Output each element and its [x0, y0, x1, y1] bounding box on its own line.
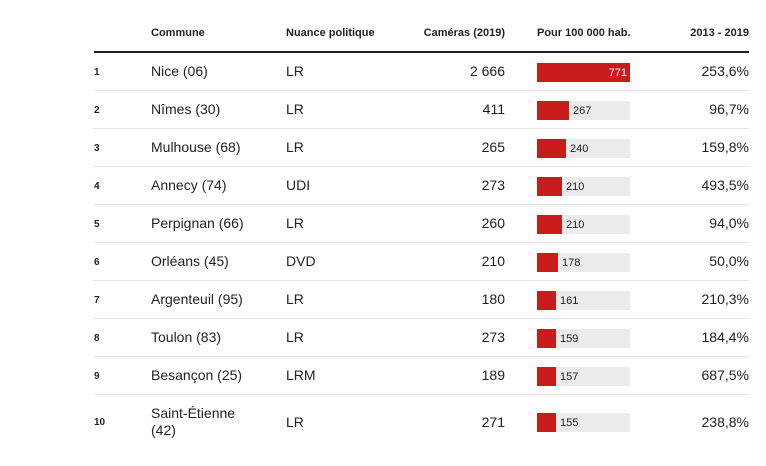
rate-bar-label: 161 — [560, 295, 579, 307]
cameras-cell: 411 — [482, 101, 505, 117]
cameras-cell: 273 — [481, 177, 505, 193]
cameras-cell: 189 — [481, 367, 505, 383]
rate-bar-track: 161 — [537, 291, 630, 310]
rate-bar — [537, 139, 566, 158]
table-row: 10 Saint-Étienne (42) LR 271 155 238,8% — [94, 395, 749, 447]
commune-cell: Saint-Étienne (42) — [151, 405, 236, 438]
commune-cell: Nice (06) — [151, 63, 208, 79]
rate-bar-label: 771 — [608, 67, 627, 79]
rate-bar-label: 178 — [562, 257, 581, 269]
rank-cell: 7 — [94, 295, 100, 306]
rank-cell: 8 — [94, 333, 100, 344]
nuance-cell: UDI — [286, 177, 311, 193]
camera-ranking-table: Commune Nuance politique Caméras (2019) … — [94, 14, 749, 447]
rate-bar — [537, 413, 556, 432]
rate-bar — [537, 291, 556, 310]
evolution-cell: 96,7% — [709, 101, 749, 117]
table-row: 6 Orléans (45) DVD 210 178 50,0% — [94, 243, 749, 281]
rate-bar-track: 771 — [537, 63, 630, 82]
rank-cell: 6 — [94, 257, 100, 268]
rate-bar-label: 210 — [566, 219, 585, 231]
header-evolution[interactable]: 2013 - 2019 — [690, 27, 749, 39]
rank-cell: 5 — [94, 219, 100, 230]
rate-bar-track: 240 — [537, 139, 630, 158]
evolution-cell: 253,6% — [701, 63, 749, 79]
header-nuance[interactable]: Nuance politique — [286, 27, 375, 39]
table-row: 8 Toulon (83) LR 273 159 184,4% — [94, 319, 749, 357]
nuance-cell: LR — [286, 414, 304, 430]
cameras-cell: 271 — [481, 414, 505, 430]
rate-bar — [537, 177, 562, 196]
rate-bar-track: 210 — [537, 177, 630, 196]
table-header: Commune Nuance politique Caméras (2019) … — [94, 14, 749, 53]
nuance-cell: LR — [286, 139, 304, 155]
rate-bar-track: 210 — [537, 215, 630, 234]
rank-cell: 2 — [94, 105, 100, 116]
rate-bar-track: 178 — [537, 253, 630, 272]
rate-bar-label: 210 — [566, 181, 585, 193]
table-row: 7 Argenteuil (95) LR 180 161 210,3% — [94, 281, 749, 319]
cameras-cell: 273 — [481, 329, 505, 345]
rate-bar — [537, 367, 556, 386]
rate-bar-track: 159 — [537, 329, 630, 348]
commune-cell: Argenteuil (95) — [151, 291, 243, 307]
rate-bar — [537, 253, 558, 272]
evolution-cell: 50,0% — [709, 253, 749, 269]
nuance-cell: LR — [286, 329, 304, 345]
commune-cell: Nîmes (30) — [151, 101, 221, 117]
rate-bar-track: 155 — [537, 413, 630, 432]
commune-cell: Besançon (25) — [151, 367, 243, 383]
cameras-cell: 2 666 — [469, 63, 505, 79]
commune-cell: Mulhouse (68) — [151, 139, 241, 155]
table-row: 9 Besançon (25) LRM 189 157 687,5% — [94, 357, 749, 395]
cameras-cell: 180 — [481, 291, 505, 307]
evolution-cell: 94,0% — [709, 215, 749, 231]
cameras-cell: 210 — [481, 253, 505, 269]
table-row: 5 Perpignan (66) LR 260 210 94,0% — [94, 205, 749, 243]
table-row: 4 Annecy (74) UDI 273 210 493,5% — [94, 167, 749, 205]
nuance-cell: LRM — [286, 367, 316, 383]
rate-bar-track: 267 — [537, 101, 630, 120]
table-row: 2 Nîmes (30) LR 411 267 96,7% — [94, 91, 749, 129]
rank-cell: 10 — [94, 417, 106, 428]
commune-cell: Annecy (74) — [151, 177, 227, 193]
header-commune[interactable]: Commune — [151, 27, 205, 39]
table-row: 3 Mulhouse (68) LR 265 240 159,8% — [94, 129, 749, 167]
header-rate[interactable]: Pour 100 000 hab. — [537, 27, 631, 39]
evolution-cell: 210,3% — [701, 291, 749, 307]
cameras-cell: 265 — [481, 139, 505, 155]
nuance-cell: LR — [286, 101, 304, 117]
evolution-cell: 687,5% — [701, 367, 749, 383]
evolution-cell: 159,8% — [701, 139, 749, 155]
evolution-cell: 184,4% — [701, 329, 749, 345]
rank-cell: 4 — [94, 181, 100, 192]
header-cameras[interactable]: Caméras (2019) — [423, 27, 505, 39]
cameras-cell: 260 — [481, 215, 505, 231]
nuance-cell: LR — [286, 215, 304, 231]
rate-bar-label: 240 — [570, 143, 589, 155]
table-body: 1 Nice (06) LR 2 666 771 253,6% 2 Nîmes (30) LR 4… — [94, 53, 749, 447]
nuance-cell: DVD — [286, 253, 316, 269]
commune-cell: Perpignan (66) — [151, 215, 244, 231]
rate-bar — [537, 101, 569, 120]
nuance-cell: LR — [286, 63, 304, 79]
rate-bar-track: 157 — [537, 367, 630, 386]
rate-bar-label: 157 — [560, 371, 579, 383]
rate-bar-label: 159 — [560, 333, 579, 345]
rank-cell: 3 — [94, 143, 100, 154]
rate-bar — [537, 329, 556, 348]
rank-cell: 1 — [94, 67, 100, 78]
table-row: 1 Nice (06) LR 2 666 771 253,6% — [94, 53, 749, 91]
rank-cell: 9 — [94, 371, 100, 382]
evolution-cell: 238,8% — [701, 414, 749, 430]
rate-bar-label: 267 — [573, 105, 592, 117]
commune-cell: Toulon (83) — [151, 329, 222, 345]
rate-bar — [537, 63, 630, 82]
evolution-cell: 493,5% — [701, 177, 749, 193]
rate-bar — [537, 215, 562, 234]
rate-bar-label: 155 — [560, 417, 579, 429]
nuance-cell: LR — [286, 291, 304, 307]
commune-cell: Orléans (45) — [151, 253, 229, 269]
